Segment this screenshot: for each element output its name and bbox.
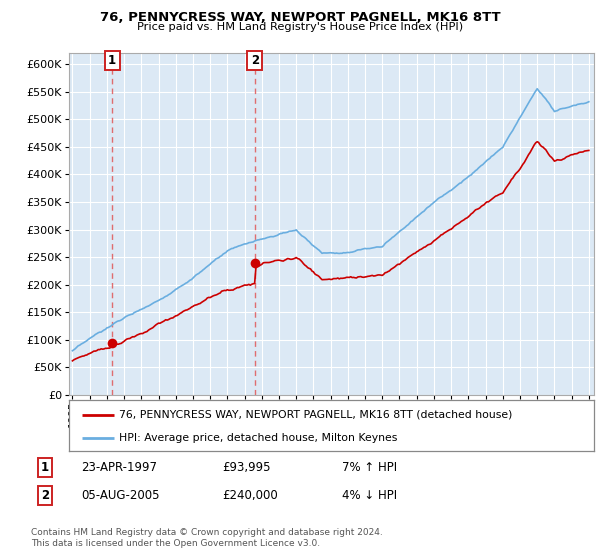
Text: 4% ↓ HPI: 4% ↓ HPI xyxy=(342,489,397,502)
Text: 76, PENNYCRESS WAY, NEWPORT PAGNELL, MK16 8TT (detached house): 76, PENNYCRESS WAY, NEWPORT PAGNELL, MK1… xyxy=(119,409,512,419)
Text: HPI: Average price, detached house, Milton Keynes: HPI: Average price, detached house, Milt… xyxy=(119,433,397,443)
Text: 1: 1 xyxy=(108,54,116,67)
Text: Contains HM Land Registry data © Crown copyright and database right 2024.
This d: Contains HM Land Registry data © Crown c… xyxy=(31,528,383,548)
Text: 76, PENNYCRESS WAY, NEWPORT PAGNELL, MK16 8TT: 76, PENNYCRESS WAY, NEWPORT PAGNELL, MK1… xyxy=(100,11,500,24)
Text: 2: 2 xyxy=(251,54,259,67)
Text: 23-APR-1997: 23-APR-1997 xyxy=(81,461,157,474)
Text: 05-AUG-2005: 05-AUG-2005 xyxy=(81,489,160,502)
Text: Price paid vs. HM Land Registry's House Price Index (HPI): Price paid vs. HM Land Registry's House … xyxy=(137,22,463,32)
Text: 2: 2 xyxy=(41,489,49,502)
Text: 1: 1 xyxy=(41,461,49,474)
Text: 7% ↑ HPI: 7% ↑ HPI xyxy=(342,461,397,474)
Text: £240,000: £240,000 xyxy=(222,489,278,502)
Text: £93,995: £93,995 xyxy=(222,461,271,474)
